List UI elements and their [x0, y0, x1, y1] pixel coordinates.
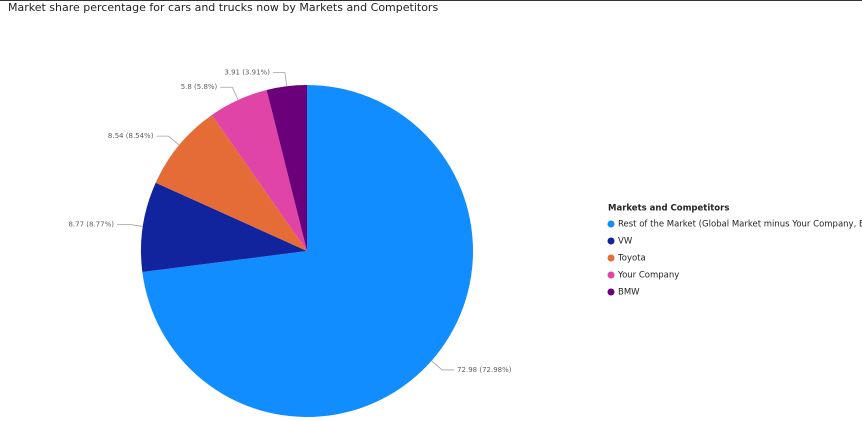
- pie-slice: [155, 114, 307, 251]
- legend-marker: [607, 271, 615, 279]
- leader-line: [272, 71, 288, 87]
- legend-label: Toyota: [617, 254, 646, 264]
- legend-marker: [607, 220, 615, 228]
- pie-slice: [266, 85, 307, 251]
- leader-line: [156, 135, 180, 146]
- leader-line: [431, 360, 455, 371]
- legend-label: Your Company: [617, 271, 679, 281]
- data-label: 5.8 (5.8%): [181, 83, 218, 91]
- legend-label: Rest of the Market (Global Market minus …: [618, 220, 862, 230]
- pie-slice: [142, 85, 473, 417]
- legend-title: Markets and Competitors: [608, 204, 729, 214]
- legend-marker: [607, 288, 615, 296]
- chart-title: Market share percentage for cars and tru…: [8, 1, 438, 14]
- pie-slice: [211, 89, 307, 252]
- data-label: 72.98 (72.98%): [457, 366, 512, 374]
- legend-label: VW: [618, 237, 633, 247]
- leader-line: [220, 86, 239, 101]
- legend-marker: [607, 237, 615, 245]
- data-label: 8.77 (8.77%): [68, 220, 114, 228]
- legend-marker: [607, 254, 615, 262]
- leader-line: [116, 223, 143, 227]
- data-label: 8.54 (8.54%): [108, 132, 154, 140]
- data-label: 3.91 (3.91%): [224, 68, 270, 76]
- legend-label: BMW: [618, 288, 640, 298]
- pie-slice: [141, 182, 307, 273]
